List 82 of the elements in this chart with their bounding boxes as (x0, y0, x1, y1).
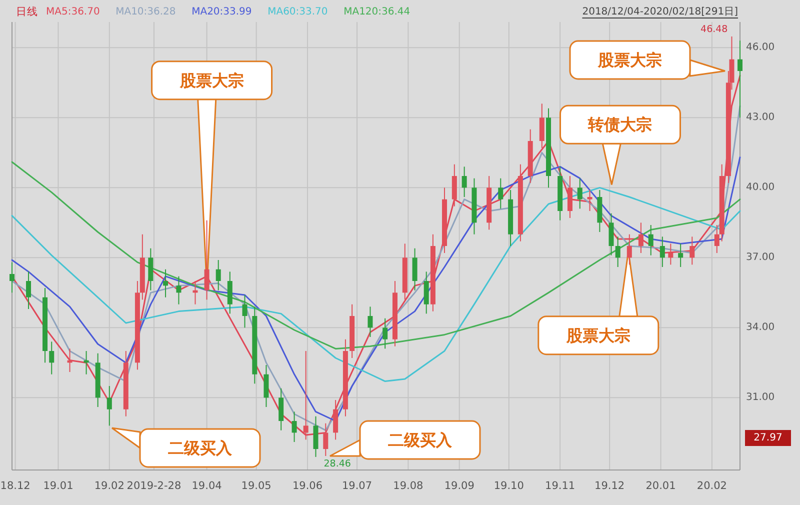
candlestick (539, 103, 544, 148)
candlestick (382, 318, 388, 350)
candlestick (577, 178, 582, 210)
annotation: 股票大宗 (178, 70, 244, 90)
y-tick-label: 34.00 (746, 322, 775, 334)
candlestick (216, 260, 221, 291)
line-series (11, 161, 741, 350)
x-tick-label: 19.11 (545, 480, 576, 492)
x-tick-label: 19.05 (241, 480, 272, 492)
annotation: 股票大宗 (597, 50, 662, 70)
candlestick (714, 224, 720, 254)
candlestick (163, 268, 168, 298)
x-tick-label: 19.02 (94, 480, 124, 492)
text: MA10:36.28 (116, 6, 176, 18)
candlestick (452, 164, 457, 207)
candlestick (660, 236, 665, 268)
x-tick-label: 19.04 (192, 480, 222, 492)
chart-subtitle: 2018/12/04-2020/02/18[291日] (582, 6, 738, 18)
candlestick (638, 222, 644, 254)
annotation: 二级买入 (388, 430, 453, 450)
callout: 二级买入 (329, 420, 481, 460)
candlestick (148, 248, 154, 291)
candlestick (498, 178, 504, 210)
x-tick-label: 19.01 (43, 480, 74, 492)
candlestick (264, 364, 269, 408)
callout: 转债大宗 (560, 104, 681, 186)
candlestick (668, 243, 674, 266)
candlestick (10, 262, 14, 294)
candlestick (242, 294, 248, 328)
candlestick (608, 212, 614, 256)
candlestick (462, 166, 467, 198)
candlestick (567, 176, 572, 218)
text: MA5:36.70 (46, 6, 100, 18)
candlestick (587, 190, 592, 212)
line-series (11, 186, 741, 382)
candlestick (292, 411, 297, 442)
candlestick (368, 306, 373, 338)
candlestick (738, 40, 742, 118)
x-tick-label: 19.07 (342, 480, 372, 492)
annotation: 转债大宗 (587, 115, 652, 134)
y-tick-label: 40.00 (746, 182, 775, 194)
candlestick (49, 341, 54, 375)
candlestick (615, 236, 620, 268)
candlestick (424, 271, 429, 314)
x-tick-label: 19.09 (444, 480, 474, 492)
x-tick-label: 19.10 (494, 480, 524, 492)
annotation: 股票大宗 (565, 326, 630, 345)
text: MA60:33.70 (268, 6, 328, 18)
annotation: 二级买入 (168, 438, 233, 458)
annotation: 46.48 (700, 24, 728, 35)
x-tick-label: 2019-2-28 (126, 480, 182, 492)
x-tick-label: 20.01 (646, 480, 676, 492)
candlestick (313, 416, 318, 458)
text: MA20:33.99 (192, 6, 252, 18)
candlestick (626, 234, 632, 266)
x-tick-label: 18.12 (0, 480, 30, 492)
y-tick-label: 37.00 (746, 252, 775, 264)
x-tick-label: 20.02 (696, 480, 727, 492)
y-tick-label: 43.00 (746, 112, 775, 124)
candlestick (648, 224, 654, 256)
candlestick (26, 271, 32, 310)
callout: 二级买入 (111, 427, 261, 468)
text: MA120:36.44 (344, 6, 410, 18)
y-tick-label: 31.00 (746, 392, 775, 404)
callout: 股票大宗 (569, 40, 726, 80)
candlestick (678, 243, 684, 268)
x-tick-label: 19.06 (292, 480, 323, 492)
candlestick (690, 236, 695, 266)
x-tick-label: 19.12 (594, 480, 625, 492)
callout: 股票大宗 (538, 250, 660, 356)
chart-title: 日线 (16, 5, 38, 18)
candlestick (204, 220, 210, 300)
callout: 股票大宗 (151, 60, 273, 288)
candlestick (412, 248, 418, 291)
annotation: 28.46 (324, 458, 351, 470)
y-tick-label: 46.00 (746, 42, 775, 54)
price-tag: 27.97 (745, 430, 791, 446)
candlestick (106, 386, 112, 426)
candlestick (227, 271, 232, 314)
x-tick-label: 19.08 (393, 480, 424, 492)
candlestick (176, 276, 182, 305)
candlestick (278, 388, 284, 431)
